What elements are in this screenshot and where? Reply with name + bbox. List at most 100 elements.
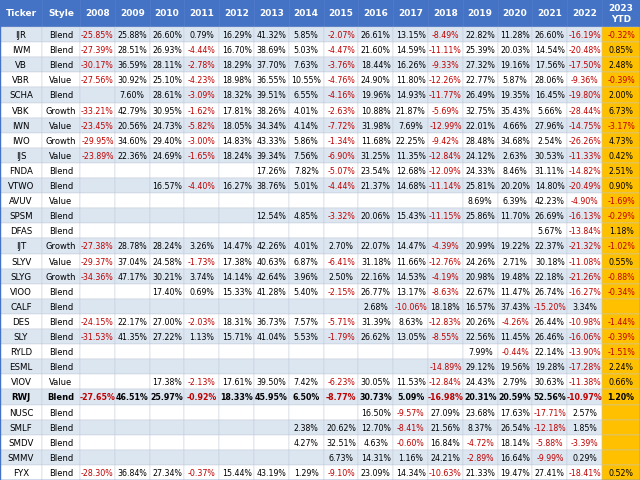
Text: 4.63%: 4.63%: [364, 438, 388, 447]
Bar: [498, 420, 532, 435]
Bar: [184, 344, 219, 360]
Text: 2018: 2018: [433, 10, 458, 18]
Text: 20.06%: 20.06%: [361, 212, 391, 221]
Bar: [602, 73, 640, 88]
Bar: [324, 374, 358, 390]
Bar: [602, 374, 640, 390]
Bar: [115, 164, 150, 179]
Bar: [393, 194, 428, 209]
Bar: [254, 254, 289, 269]
Text: SCHA: SCHA: [9, 91, 33, 100]
Bar: [219, 450, 254, 465]
Bar: [150, 435, 184, 450]
Text: SPSM: SPSM: [9, 212, 33, 221]
Bar: [463, 58, 498, 73]
Bar: [254, 119, 289, 133]
Bar: [532, 269, 567, 284]
Bar: [393, 329, 428, 344]
Bar: [219, 299, 254, 314]
Bar: [567, 58, 602, 73]
Bar: [42, 360, 80, 374]
Bar: [567, 239, 602, 254]
Text: 22.25%: 22.25%: [396, 136, 426, 145]
Bar: [324, 329, 358, 344]
Bar: [254, 58, 289, 73]
Bar: [324, 179, 358, 194]
Text: Blend: Blend: [49, 212, 73, 221]
Bar: [324, 58, 358, 73]
Text: 7.82%: 7.82%: [294, 167, 319, 176]
Bar: [150, 284, 184, 299]
Bar: [184, 103, 219, 119]
Bar: [428, 299, 463, 314]
Bar: [393, 314, 428, 329]
Text: 24.26%: 24.26%: [465, 257, 495, 266]
Bar: [498, 284, 532, 299]
Bar: [219, 179, 254, 194]
Bar: [115, 344, 150, 360]
Bar: [150, 299, 184, 314]
Text: 36.84%: 36.84%: [117, 468, 147, 477]
Bar: [602, 450, 640, 465]
Bar: [254, 164, 289, 179]
Text: 6.55%: 6.55%: [294, 91, 319, 100]
Bar: [150, 344, 184, 360]
Text: Blend: Blend: [49, 423, 73, 432]
Bar: [219, 0, 254, 28]
Bar: [42, 28, 80, 43]
Bar: [324, 164, 358, 179]
Text: 26.46%: 26.46%: [535, 332, 564, 341]
Bar: [150, 405, 184, 420]
Bar: [393, 73, 428, 88]
Bar: [428, 103, 463, 119]
Bar: [289, 299, 324, 314]
Bar: [184, 450, 219, 465]
Text: -21.26%: -21.26%: [568, 272, 601, 281]
Bar: [184, 133, 219, 148]
Bar: [602, 224, 640, 239]
Bar: [358, 239, 393, 254]
Bar: [567, 254, 602, 269]
Bar: [567, 164, 602, 179]
Text: 1.20%: 1.20%: [607, 393, 634, 402]
Bar: [428, 435, 463, 450]
Bar: [498, 103, 532, 119]
Bar: [498, 465, 532, 480]
Bar: [150, 284, 184, 299]
Bar: [219, 58, 254, 73]
Bar: [393, 420, 428, 435]
Text: 24.58%: 24.58%: [152, 257, 182, 266]
Bar: [0, 284, 42, 299]
Bar: [289, 435, 324, 450]
Bar: [428, 465, 463, 480]
Bar: [219, 133, 254, 148]
Bar: [463, 103, 498, 119]
Text: 43.19%: 43.19%: [257, 468, 286, 477]
Bar: [324, 43, 358, 58]
Bar: [498, 43, 532, 58]
Bar: [150, 28, 184, 43]
Text: 16.27%: 16.27%: [221, 181, 252, 191]
Text: 38.69%: 38.69%: [257, 46, 286, 55]
Bar: [602, 88, 640, 103]
Bar: [428, 450, 463, 465]
Bar: [115, 390, 150, 405]
Bar: [463, 119, 498, 133]
Bar: [115, 73, 150, 88]
Bar: [115, 450, 150, 465]
Text: -17.71%: -17.71%: [533, 408, 566, 417]
Bar: [254, 360, 289, 374]
Bar: [150, 194, 184, 209]
Bar: [289, 28, 324, 43]
Bar: [602, 420, 640, 435]
Text: -1.02%: -1.02%: [607, 242, 635, 251]
Bar: [602, 164, 640, 179]
Bar: [80, 360, 115, 374]
Bar: [184, 58, 219, 73]
Bar: [150, 119, 184, 133]
Bar: [602, 465, 640, 480]
Bar: [289, 194, 324, 209]
Bar: [602, 103, 640, 119]
Text: -3.00%: -3.00%: [188, 136, 216, 145]
Bar: [498, 299, 532, 314]
